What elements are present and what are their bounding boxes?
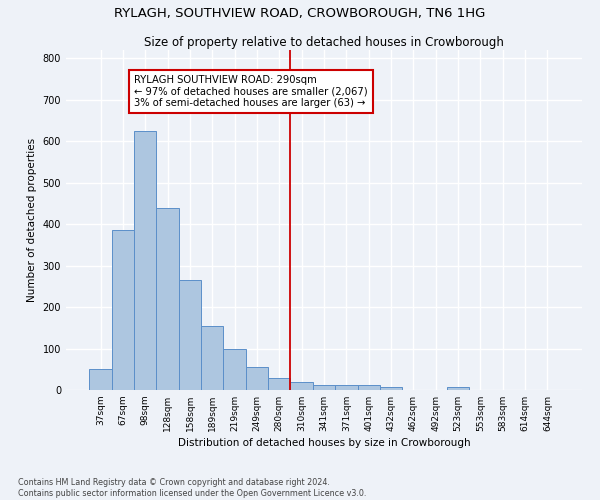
Bar — [157, 208, 179, 390]
Bar — [358, 384, 380, 390]
Y-axis label: Number of detached properties: Number of detached properties — [27, 138, 37, 302]
Bar — [134, 131, 157, 390]
X-axis label: Distribution of detached houses by size in Crowborough: Distribution of detached houses by size … — [178, 438, 470, 448]
Title: Size of property relative to detached houses in Crowborough: Size of property relative to detached ho… — [144, 36, 504, 49]
Bar — [313, 385, 335, 390]
Bar — [112, 230, 134, 390]
Bar — [246, 367, 268, 390]
Bar — [380, 386, 402, 390]
Bar — [335, 385, 358, 390]
Text: RYLAGH SOUTHVIEW ROAD: 290sqm
← 97% of detached houses are smaller (2,067)
3% of: RYLAGH SOUTHVIEW ROAD: 290sqm ← 97% of d… — [134, 75, 368, 108]
Bar — [223, 348, 246, 390]
Text: RYLAGH, SOUTHVIEW ROAD, CROWBOROUGH, TN6 1HG: RYLAGH, SOUTHVIEW ROAD, CROWBOROUGH, TN6… — [115, 8, 485, 20]
Text: Contains HM Land Registry data © Crown copyright and database right 2024.
Contai: Contains HM Land Registry data © Crown c… — [18, 478, 367, 498]
Bar — [89, 370, 112, 390]
Bar — [290, 382, 313, 390]
Bar — [447, 387, 469, 390]
Bar — [179, 280, 201, 390]
Bar — [201, 326, 223, 390]
Bar — [268, 378, 290, 390]
